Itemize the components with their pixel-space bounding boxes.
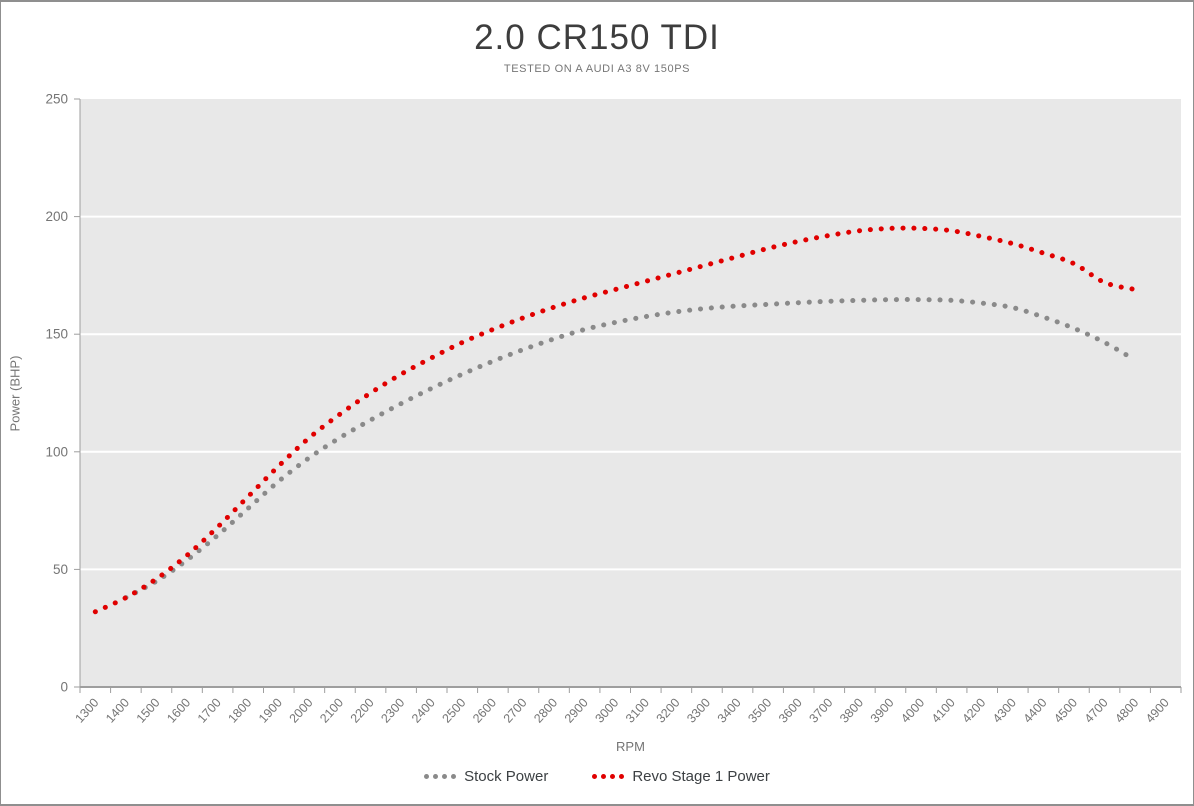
legend-dot-icon [619, 774, 625, 779]
x-tick-label: 2100 [317, 696, 346, 726]
y-tick-label: 150 [45, 327, 68, 342]
legend-dot-icon [442, 774, 448, 779]
chart-title: 2.0 CR150 TDI [474, 18, 720, 57]
x-tick-label: 3700 [807, 696, 836, 726]
x-tick-label: 1600 [164, 696, 193, 726]
legend-dot-icon [433, 774, 439, 779]
x-tick-label: 3600 [776, 696, 805, 726]
x-tick-label: 3800 [837, 696, 866, 726]
y-tick-label: 250 [45, 92, 68, 107]
x-tick-label: 2900 [562, 696, 591, 726]
x-tick-label: 4000 [898, 696, 927, 726]
y-axis-title: Power (BHP) [7, 355, 23, 432]
x-tick-label: 2000 [287, 696, 316, 726]
x-tick-label: 3900 [868, 696, 897, 726]
x-tick-label: 3500 [745, 696, 774, 726]
series-revo-stage-1-power [92, 225, 1138, 615]
y-tick-label: 0 [60, 680, 68, 695]
x-tick-label: 3300 [684, 696, 713, 726]
x-tick-label: 1500 [134, 696, 163, 726]
legend-label-stock: Stock Power [464, 768, 549, 785]
x-tick-label: 1400 [103, 696, 132, 726]
chart-legend: Stock Power Revo Stage 1 Power [1, 768, 1193, 785]
revo-dotted-line-swatch-icon [592, 774, 625, 779]
x-tick-label: 4100 [929, 696, 958, 726]
chart-subtitle: TESTED ON A AUDI A3 8V 150PS [503, 63, 691, 75]
legend-dot-icon [592, 774, 598, 779]
x-tick-label: 1700 [195, 696, 224, 726]
x-tick-label: 2600 [470, 696, 499, 726]
legend-dot-icon [610, 774, 616, 779]
plot-background [80, 99, 1181, 687]
stock-dotted-line-swatch-icon [424, 774, 457, 779]
x-tick-label: 4400 [1021, 696, 1050, 726]
x-axis-title: RPM [616, 739, 645, 754]
legend-dot-icon [601, 774, 607, 779]
legend-dot-icon [451, 774, 457, 779]
legend-label-revo: Revo Stage 1 Power [632, 768, 770, 785]
x-tick-label: 2300 [378, 696, 407, 726]
x-tick-label: 3100 [623, 696, 652, 726]
legend-dot-icon [424, 774, 430, 779]
x-tick-label: 4700 [1082, 696, 1111, 726]
y-tick-label: 200 [45, 209, 68, 224]
x-tick-label: 2500 [440, 696, 469, 726]
x-tick-label: 4200 [959, 696, 988, 726]
x-tick-label: 2400 [409, 696, 438, 726]
x-tick-label: 1800 [225, 696, 254, 726]
x-tick-label: 1900 [256, 696, 285, 726]
y-tick-label: 100 [45, 444, 68, 459]
y-tick-label: 50 [53, 562, 68, 577]
x-tick-label: 3200 [654, 696, 683, 726]
x-tick-label: 2700 [501, 696, 530, 726]
legend-item-revo[interactable]: Revo Stage 1 Power [592, 768, 770, 785]
legend-item-stock[interactable]: Stock Power [424, 768, 548, 785]
x-tick-label: 4800 [1112, 696, 1141, 726]
x-tick-label: 2800 [531, 696, 560, 726]
x-tick-label: 3000 [592, 696, 621, 726]
x-tick-label: 1300 [73, 696, 102, 726]
x-tick-label: 4500 [1051, 696, 1080, 726]
x-tick-label: 4900 [1143, 696, 1172, 726]
x-tick-label: 2200 [348, 696, 377, 726]
x-tick-label: 3400 [715, 696, 744, 726]
x-tick-label: 4300 [990, 696, 1019, 726]
